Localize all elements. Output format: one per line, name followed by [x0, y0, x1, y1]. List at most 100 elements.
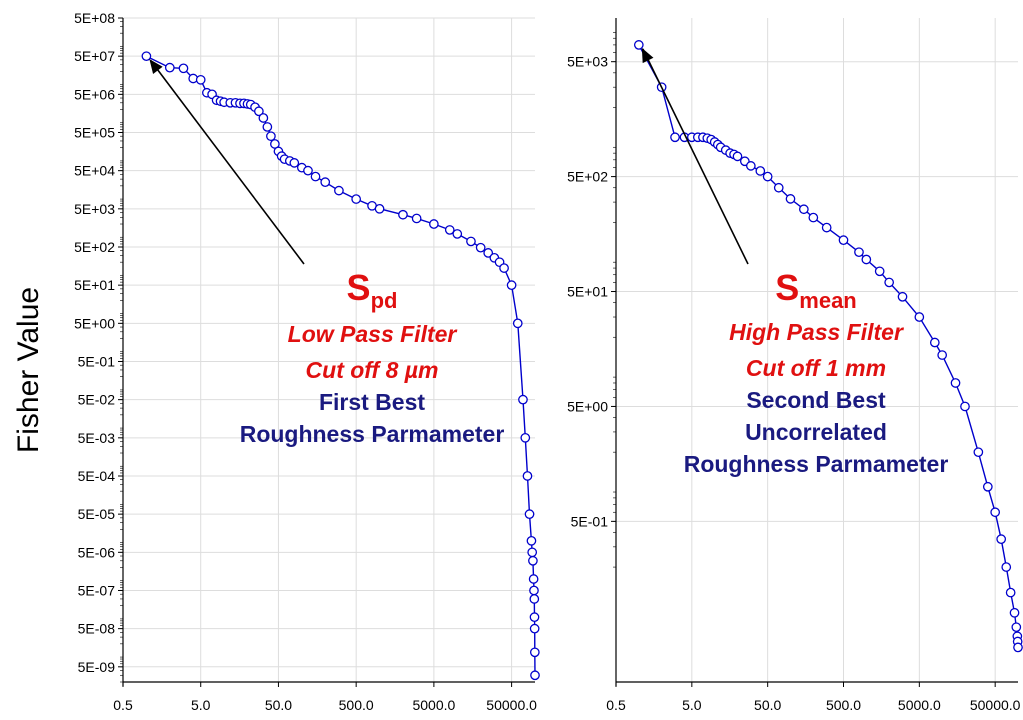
data-point	[1005, 587, 1016, 598]
data-point	[506, 280, 517, 291]
data-point	[1009, 607, 1020, 618]
left-chart-panel: 5E+08 5E+07 5E+06 5E+05 5E+04 5E+03 5E+02 5E+01…	[74, 10, 540, 713]
data-point	[334, 185, 344, 196]
data-point	[303, 165, 313, 176]
data-point	[874, 266, 885, 277]
data-point	[1011, 622, 1022, 633]
x-tick-label: 500.0	[826, 697, 861, 713]
y-tick-label: 5E-08	[78, 621, 116, 637]
rank-label: Roughness Parmameter	[684, 451, 949, 477]
data-point	[854, 247, 864, 258]
y-tick-label: 5E+07	[74, 48, 115, 64]
x-tick-label: 50.0	[754, 697, 781, 713]
y-tick-label: 5E+08	[74, 10, 115, 26]
y-tick-label: 5E+00	[74, 315, 115, 331]
annotation-arrow-line	[149, 59, 305, 265]
x-tick-label: 50.0	[265, 697, 292, 713]
rank-label: Second Best	[746, 387, 886, 413]
data-point	[512, 318, 523, 329]
data-point	[973, 447, 984, 458]
annotation-arrow-head	[641, 47, 654, 64]
filter-label: Low Pass Filter	[288, 321, 458, 347]
x-tick-label: 50000.0	[486, 697, 537, 713]
y-tick-label: 5E-05	[78, 506, 116, 522]
rank-label: First Best	[319, 389, 425, 415]
x-tick-label: 0.5	[113, 697, 133, 713]
data-point	[1001, 562, 1012, 572]
y-tick-label: 5E-06	[78, 544, 116, 560]
rank-label: Roughness Parmameter	[240, 421, 505, 447]
data-point	[262, 122, 273, 132]
right-chart-panel: 5E+03 5E+02 5E+01 5E+00 5E-01 0.5 5.0 50.0 500.0…	[567, 18, 1023, 713]
y-tick-label: 5E+04	[74, 163, 115, 179]
y-tick-label: 5E+05	[74, 124, 115, 140]
data-point	[996, 534, 1007, 545]
data-point	[937, 350, 948, 360]
data-point	[755, 166, 766, 176]
data-point	[522, 471, 533, 481]
data-point	[466, 236, 476, 247]
data-point	[529, 612, 540, 623]
y-tick-label: 5E+02	[567, 169, 608, 185]
data-point	[838, 235, 849, 245]
data-point	[670, 132, 680, 143]
data-point	[310, 171, 321, 182]
data-point	[195, 74, 206, 85]
data-point	[289, 158, 300, 168]
data-point	[960, 401, 970, 412]
data-point	[529, 594, 540, 604]
x-tick-label: 5.0	[682, 697, 702, 713]
x-tick-label: 5.0	[191, 697, 211, 713]
data-point	[351, 194, 362, 204]
data-point	[258, 113, 269, 123]
data-point	[799, 204, 809, 215]
filter-label: High Pass Filter	[729, 319, 904, 345]
y-tick-label: 5E-07	[78, 582, 116, 598]
data-point	[524, 509, 535, 520]
data-point	[374, 203, 385, 214]
data-point	[785, 194, 796, 204]
data-point	[884, 277, 895, 288]
data-point	[266, 131, 276, 142]
y-tick-label: 5E-09	[78, 659, 116, 675]
data-point	[808, 212, 819, 223]
y-tick-label: 5E-04	[78, 468, 116, 484]
data-point	[530, 670, 540, 681]
x-tick-label: 0.5	[606, 697, 626, 713]
y-tick-label: 5E+01	[567, 284, 608, 300]
y-tick-label: 5E-01	[571, 513, 609, 529]
data-point	[897, 291, 908, 302]
data-point	[520, 432, 531, 443]
data-point	[499, 263, 509, 273]
data-point	[528, 555, 538, 566]
y-tick-label: 5E-01	[78, 353, 116, 369]
annotation-arrow-head	[149, 59, 163, 74]
data-point	[773, 182, 784, 193]
data-point	[398, 209, 408, 220]
data-point	[526, 535, 537, 546]
data-point	[633, 40, 644, 50]
y-tick-label: 5E+06	[74, 86, 115, 102]
y-tick-label: 5E+03	[74, 201, 115, 217]
data-point	[990, 507, 1001, 518]
data-point	[821, 222, 832, 233]
data-point	[527, 547, 538, 558]
data-point	[528, 574, 539, 584]
x-tick-label: 500.0	[339, 697, 374, 713]
y-tick-label: 5E+01	[74, 277, 115, 293]
data-point	[320, 177, 331, 188]
x-tick-label: 5000.0	[898, 697, 941, 713]
data-point	[411, 213, 422, 224]
y-axis-label: Fisher Value	[12, 287, 45, 453]
data-point	[452, 229, 463, 239]
data-point	[745, 161, 756, 171]
y-tick-label: 5E+03	[567, 54, 608, 70]
data-point	[914, 312, 925, 322]
y-tick-label: 5E-02	[78, 392, 116, 408]
data-point	[732, 151, 743, 162]
data-point	[429, 219, 439, 229]
data-point	[483, 248, 494, 258]
data-point	[518, 394, 528, 405]
data-point	[529, 623, 540, 634]
data-point	[164, 62, 175, 73]
